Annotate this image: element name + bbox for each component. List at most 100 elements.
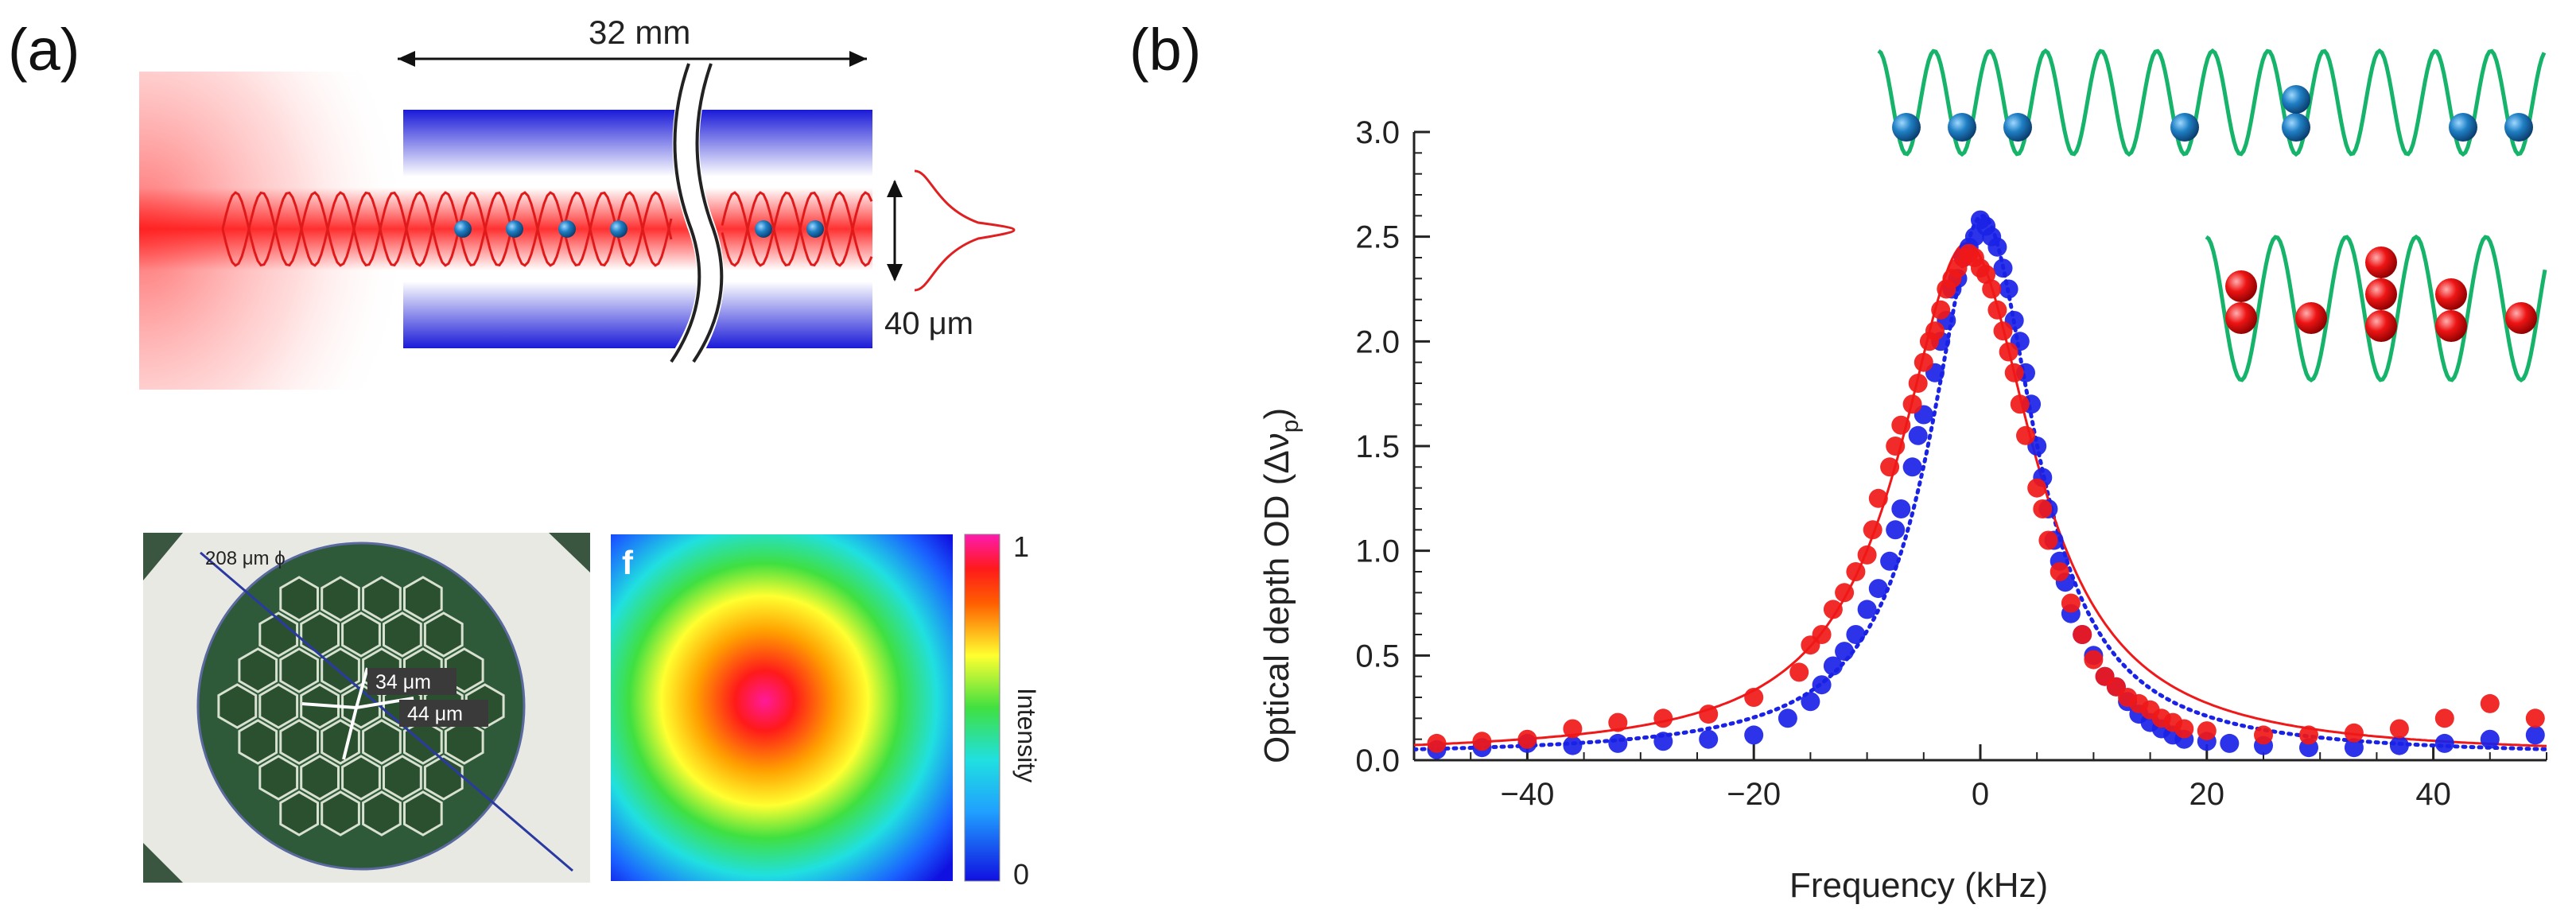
data-point-blue — [1778, 708, 1797, 728]
lattice-insets — [1877, 48, 2547, 383]
data-point-blue — [1653, 732, 1673, 751]
lattice-top-atom-6 — [2504, 113, 2533, 142]
data-point-blue — [2434, 733, 2454, 753]
fiber-atoms — [454, 220, 824, 238]
lattice-bottom-atom-4 — [2365, 278, 2397, 310]
data-point-red — [2434, 708, 2454, 728]
data-point-blue — [1699, 729, 1719, 749]
length-arrow-right — [849, 51, 867, 67]
honeycomb-cell-33 — [279, 790, 319, 837]
beam-waist-label: 40 μm — [884, 306, 973, 341]
data-point-red — [1846, 562, 1866, 581]
honeycomb-cell-5 — [300, 611, 340, 658]
fiber-micrograph: 208 μm ϕ 34 μm 44 μm — [143, 533, 590, 883]
chart-axes: −40 −20 0 20 40 0.0 0.5 1.0 1.5 2.0 2.5 3.0 — [1355, 115, 2547, 812]
data-point-red — [1699, 705, 1719, 724]
pitch-arrow-1a — [301, 702, 357, 709]
fiber-atom-5 — [806, 220, 824, 238]
data-point-red — [2174, 719, 2194, 739]
data-point-red — [2016, 425, 2035, 445]
data-point-red — [1993, 321, 2013, 341]
data-point-red — [1823, 600, 1843, 619]
pitch-2-box — [399, 700, 488, 727]
lattice-top-atom-stack — [2282, 85, 2310, 114]
data-point-blue — [1993, 258, 2013, 278]
data-point-red — [2038, 530, 2058, 550]
y-tick-label: 0.5 — [1355, 639, 1400, 674]
x-tick-label: 40 — [2415, 777, 2451, 812]
data-point-red — [1982, 279, 2002, 299]
data-point-red — [1999, 342, 2018, 362]
honeycomb-cell-36 — [403, 790, 443, 837]
data-point-red — [1812, 625, 1832, 644]
data-point-blue — [1908, 425, 1928, 445]
x-axis-title: Frequency (kHz) — [1789, 866, 2048, 905]
colorbar-title: Intensity — [1012, 688, 1041, 782]
y-tick-label: 0.0 — [1355, 743, 1400, 778]
data-point-red — [1902, 394, 1922, 414]
fiber-atom-1 — [506, 220, 523, 238]
data-point-blue — [1801, 692, 1820, 712]
micrograph-corner-tl — [143, 533, 183, 580]
pitch-1-box — [367, 668, 457, 695]
honeycomb-cell-9 — [238, 647, 278, 693]
length-arrow-left — [398, 51, 415, 67]
data-point-red — [2010, 394, 2030, 414]
lattice-top — [1877, 48, 2547, 157]
data-point-red — [1472, 732, 1492, 751]
fiber-schematic: 32 mm 40 μm — [139, 14, 1016, 390]
y-tick-label: 1.0 — [1355, 534, 1400, 569]
honeycomb-cell-6 — [341, 611, 381, 658]
x-tick-label: −20 — [1727, 777, 1781, 812]
honeycomb-cell-15 — [217, 683, 258, 729]
honeycomb-cell-25 — [362, 719, 402, 765]
fiber-length-label: 32 mm — [589, 14, 690, 51]
honeycomb-cell-32 — [423, 755, 464, 801]
micrograph-corner-bl — [143, 843, 183, 883]
honeycomb-cell-11 — [321, 647, 360, 693]
fiber-atom-2 — [558, 220, 576, 238]
lattice-bottom-atom-2 — [2295, 302, 2327, 334]
data-point-blue — [1999, 279, 2018, 299]
honeycomb-cell-28 — [258, 755, 299, 801]
data-point-blue — [2389, 736, 2409, 755]
lattice-top-atom-5 — [2449, 113, 2477, 142]
honeycomb-cell-10 — [279, 647, 319, 693]
data-point-red — [1891, 415, 1911, 435]
honeycomb-cell-23 — [279, 719, 319, 765]
data-point-red — [2389, 719, 2409, 739]
honeycomb-cell-24 — [321, 719, 360, 765]
pitch-1-label: 34 μm — [375, 671, 431, 693]
lattice-bottom-atom-0 — [2225, 270, 2257, 302]
data-point-red — [2197, 721, 2217, 741]
y-axis-title: Optical depth OD (Δνp) — [1257, 408, 1304, 763]
data-point-blue — [1857, 600, 1877, 619]
honeycomb-cell-22 — [238, 719, 278, 765]
data-point-red — [1925, 321, 1945, 341]
data-point-red — [2254, 725, 2273, 745]
colorbar-max-label: 1 — [1013, 530, 1029, 563]
data-point-blue — [2480, 729, 2500, 749]
data-point-blue — [1835, 642, 1855, 662]
honeycomb-cell-31 — [383, 755, 422, 801]
mode-profile-image: f 1 0 Intensity — [611, 530, 1041, 891]
data-point-red — [1863, 520, 1882, 540]
data-point-red — [1987, 300, 2007, 320]
x-tick-label: 0 — [1972, 777, 1989, 812]
honeycomb-cell-8 — [423, 611, 464, 658]
lattice-bottom-atom-3 — [2365, 246, 2397, 278]
data-point-red — [1914, 352, 1933, 372]
fiber-break-line-right — [692, 63, 724, 363]
x-tick-label: 20 — [2189, 777, 2225, 812]
data-point-blue — [1846, 625, 1866, 644]
data-point-blue — [2344, 738, 2364, 758]
micrograph-corner-tr — [549, 533, 590, 573]
fit-curve-blue — [1414, 213, 2547, 751]
diameter-label: 208 μm ϕ — [205, 548, 286, 569]
lattice-bottom-atom-7 — [2435, 310, 2467, 342]
data-point-red — [2073, 625, 2092, 644]
data-point-red — [2027, 478, 2047, 498]
colorbar — [964, 534, 1000, 882]
lattice-top-atom-1 — [1948, 113, 1976, 142]
